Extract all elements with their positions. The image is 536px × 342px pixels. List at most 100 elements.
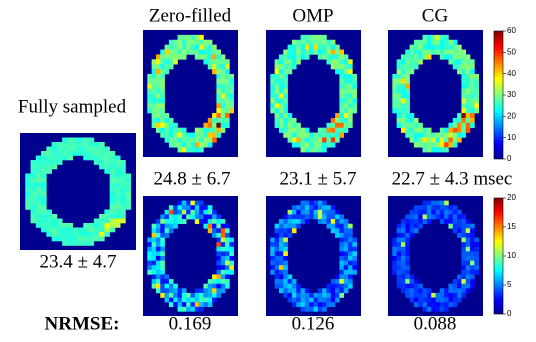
map-pixel	[414, 54, 419, 59]
map-pixel	[405, 256, 410, 261]
map-pixel	[322, 45, 327, 50]
map-pixel	[326, 137, 331, 142]
map-pixel	[444, 40, 449, 45]
map-pixel	[283, 54, 288, 59]
map-pixel	[474, 247, 479, 252]
map-pixel	[352, 265, 357, 270]
map-pixel	[216, 113, 221, 118]
map-pixel	[78, 237, 84, 242]
map-pixel	[318, 210, 323, 215]
map-pixel	[115, 187, 121, 192]
map-pixel	[405, 251, 410, 256]
map-pixel	[314, 302, 319, 307]
map-pixel	[67, 232, 73, 237]
map-pixel	[212, 50, 217, 55]
map-pixel	[405, 94, 410, 99]
map-pixel	[216, 274, 221, 279]
map-pixel	[292, 302, 297, 307]
map-pixel	[309, 293, 314, 298]
map-pixel	[457, 133, 462, 138]
map-pixel	[275, 64, 280, 69]
map-pixel	[110, 178, 116, 183]
map-pixel	[41, 165, 47, 170]
map-pixel	[221, 59, 226, 64]
map-pixel	[410, 50, 415, 55]
map-pixel	[466, 238, 471, 243]
map-pixel	[225, 103, 230, 108]
map-pixel	[461, 50, 466, 55]
colorbar-tick-label: 10	[507, 133, 516, 142]
map-pixel	[104, 223, 110, 228]
map-pixel	[405, 274, 410, 279]
map-pixel	[169, 302, 174, 307]
map-pixel	[448, 45, 453, 50]
map-pixel	[57, 232, 63, 237]
map-pixel	[339, 228, 344, 233]
map-pixel	[418, 219, 423, 224]
map-pixel	[352, 261, 357, 266]
map-pixel	[110, 165, 116, 170]
map-pixel	[147, 103, 152, 108]
map-pixel	[466, 89, 471, 94]
map-pixel	[335, 293, 340, 298]
map-pixel	[322, 35, 327, 40]
map-pixel	[339, 89, 344, 94]
map-pixel	[348, 247, 353, 252]
map-pixel	[288, 50, 293, 55]
map-pixel	[288, 59, 293, 64]
map-pixel	[322, 210, 327, 215]
map-pixel	[344, 238, 349, 243]
map-pixel	[160, 279, 165, 284]
map-pixel	[78, 147, 84, 152]
map-pixel	[301, 205, 306, 210]
map-pixel	[318, 302, 323, 307]
map-pixel	[225, 279, 230, 284]
map-pixel	[46, 214, 52, 219]
map-pixel	[309, 205, 314, 210]
map-pixel	[401, 247, 406, 252]
map-pixel	[191, 137, 196, 142]
map-pixel	[461, 270, 466, 275]
map-pixel	[292, 210, 297, 215]
map-pixel	[169, 298, 174, 303]
map-pixel	[216, 128, 221, 133]
map-pixel	[453, 214, 458, 219]
map-pixel	[229, 94, 234, 99]
map-pixel	[410, 214, 415, 219]
map-pixel	[216, 123, 221, 128]
map-pixel	[397, 98, 402, 103]
reference-title: Fully sampled	[18, 96, 127, 117]
map-pixel	[221, 228, 226, 233]
map-pixel	[152, 113, 157, 118]
map-pixel	[423, 128, 428, 133]
map-pixel	[423, 133, 428, 138]
map-pixel	[156, 118, 161, 123]
map-pixel	[83, 156, 89, 161]
map-pixel	[89, 151, 95, 156]
map-pixel	[279, 108, 284, 113]
map-pixel	[453, 133, 458, 138]
map-pixel	[423, 210, 428, 215]
map-pixel	[344, 74, 349, 79]
map-pixel	[427, 219, 432, 224]
map-pixel	[418, 298, 423, 303]
map-pixel	[229, 74, 234, 79]
map-pixel	[229, 103, 234, 108]
map-pixel	[348, 103, 353, 108]
map-pixel	[31, 196, 37, 201]
map-pixel	[427, 214, 432, 219]
map-pixel	[292, 64, 297, 69]
map-pixel	[125, 183, 131, 188]
map-pixel	[216, 69, 221, 74]
map-pixel	[436, 142, 441, 147]
map-pixel	[453, 128, 458, 133]
map-pixel	[152, 123, 157, 128]
map-pixel	[405, 128, 410, 133]
map-pixel	[474, 98, 479, 103]
map-pixel	[466, 108, 471, 113]
map-pixel	[397, 123, 402, 128]
map-pixel	[115, 156, 121, 161]
map-pixel	[182, 54, 187, 59]
map-pixel	[173, 298, 178, 303]
map-pixel	[36, 196, 42, 201]
